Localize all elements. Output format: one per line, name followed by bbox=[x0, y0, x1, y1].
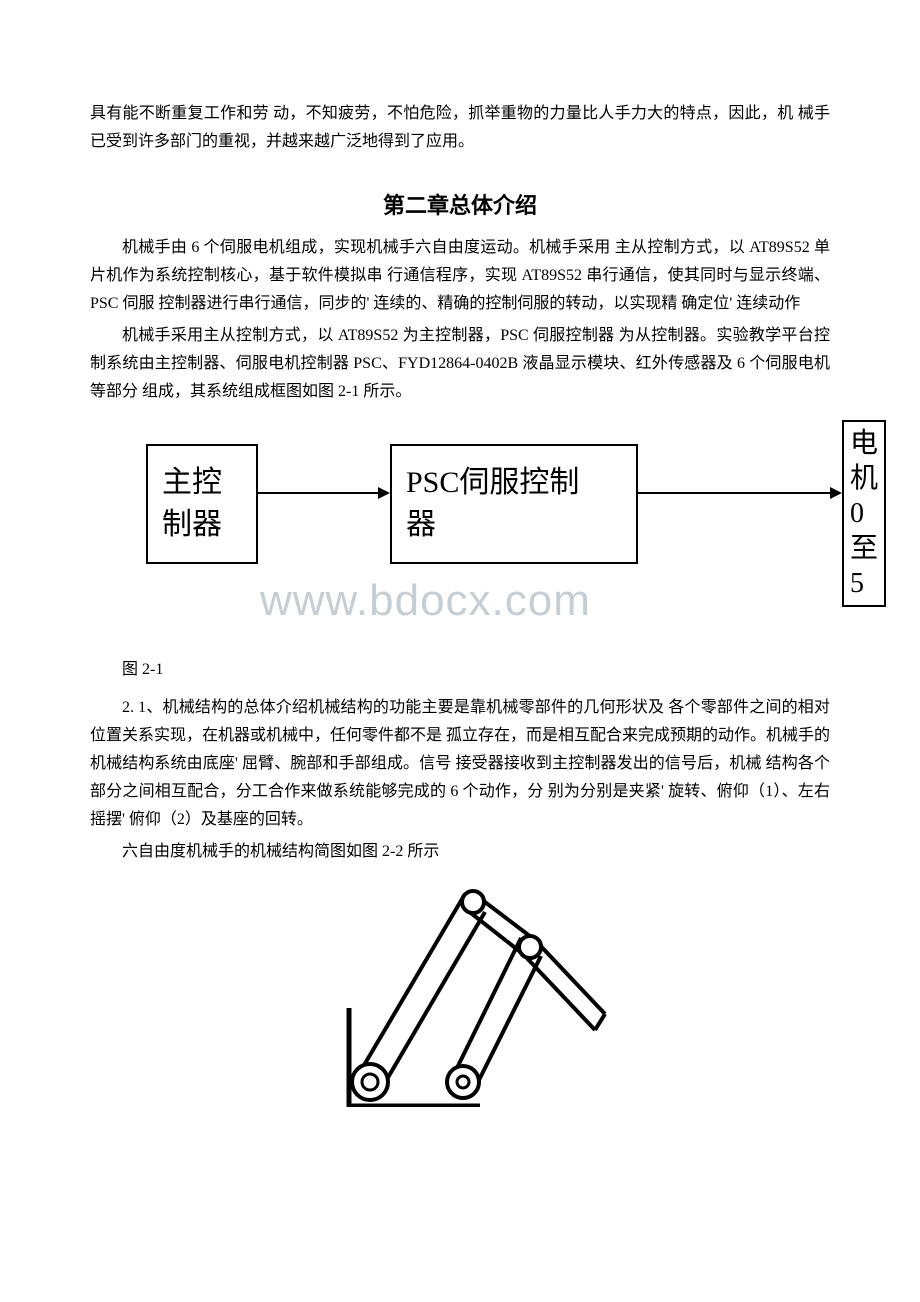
paragraph-2: 机械手由 6 个伺服电机组成，实现机械手六自由度运动。机械手采用 主从控制方式，… bbox=[90, 234, 830, 318]
box3-line3: 0 bbox=[850, 496, 878, 531]
box2-line1: PSC伺服控制 bbox=[406, 462, 622, 504]
figure-2-2-mech-schematic bbox=[305, 872, 615, 1107]
box3-line4: 至 bbox=[850, 531, 878, 566]
link-1 bbox=[360, 894, 485, 1086]
joint-top bbox=[462, 891, 484, 913]
box-main-controller: 主控 制器 bbox=[146, 444, 258, 564]
paragraph-5: 六自由度机械手的机械结构简图如图 2-2 所示 bbox=[90, 838, 830, 866]
paragraph-top: 具有能不断重复工作和劳 动，不知疲劳，不怕危险，抓举重物的力量比人手力大的特点，… bbox=[90, 100, 830, 156]
box3-line2: 机 bbox=[850, 461, 878, 496]
box3-line5: 5 bbox=[850, 566, 878, 601]
paragraph-3: 机械手采用主从控制方式，以 AT89S52 为主控制器，PSC 伺服控制器 为从… bbox=[90, 322, 830, 406]
box2-line2: 器 bbox=[406, 504, 622, 546]
paragraph-4: 2. 1、机械结构的总体介绍机械结构的功能主要是靠机械零部件的几何形状及 各个零… bbox=[90, 694, 830, 834]
figure-2-1-caption: 图 2-1 bbox=[90, 656, 830, 684]
joint-base-right bbox=[447, 1066, 479, 1098]
arrow-1-line bbox=[258, 492, 386, 494]
figure-2-1-block-diagram: 主控 制器 PSC伺服控制 器 电 机 0 至 5 www.bdocx.com bbox=[146, 420, 886, 650]
arrow-2-head bbox=[830, 487, 842, 499]
box-motors: 电 机 0 至 5 bbox=[842, 420, 886, 607]
box-psc-controller: PSC伺服控制 器 bbox=[390, 444, 638, 564]
chapter-2-heading: 第二章总体介绍 bbox=[90, 188, 830, 220]
watermark-text: www.bdocx.com bbox=[260, 576, 591, 626]
arrow-2-line bbox=[638, 492, 838, 494]
joint-mid bbox=[519, 936, 541, 958]
box1-line1: 主控 bbox=[162, 462, 242, 504]
box3-line1: 电 bbox=[850, 426, 878, 461]
arrow-1-head bbox=[378, 487, 390, 499]
joint-base-left bbox=[352, 1064, 388, 1100]
box1-line2: 制器 bbox=[162, 504, 242, 546]
